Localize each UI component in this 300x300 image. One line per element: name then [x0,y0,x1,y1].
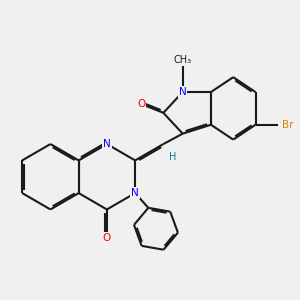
Text: N: N [103,139,111,149]
Text: CH₃: CH₃ [174,55,192,65]
Text: O: O [137,99,145,109]
Text: H: H [169,152,176,162]
Text: O: O [103,233,111,243]
Text: N: N [179,87,187,97]
Text: N: N [131,188,139,198]
Text: Br: Br [283,120,294,130]
